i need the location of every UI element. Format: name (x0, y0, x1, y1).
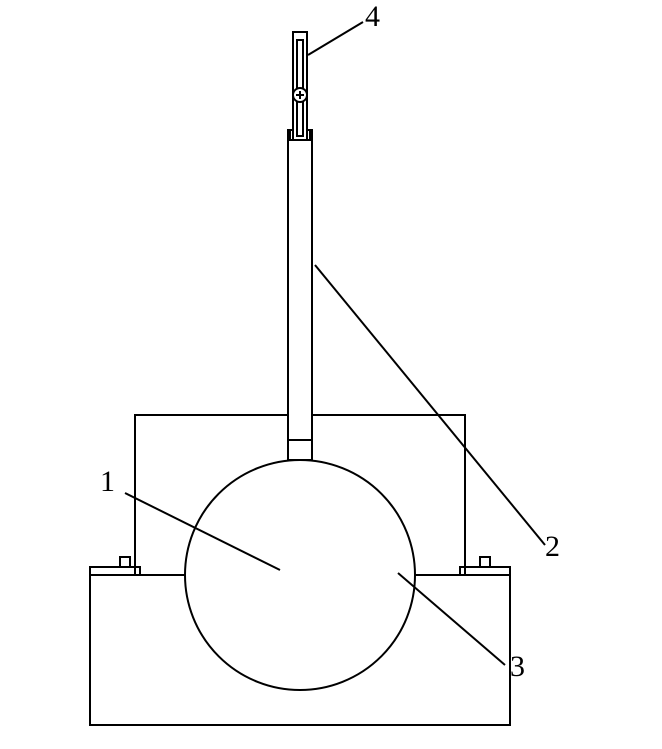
label-3: 3 (510, 650, 525, 684)
diagram-svg (0, 0, 662, 749)
label-2: 2 (545, 530, 560, 564)
label-4: 4 (365, 0, 380, 34)
diagram-root: 1 2 3 4 (0, 0, 662, 749)
label-1: 1 (100, 465, 115, 499)
